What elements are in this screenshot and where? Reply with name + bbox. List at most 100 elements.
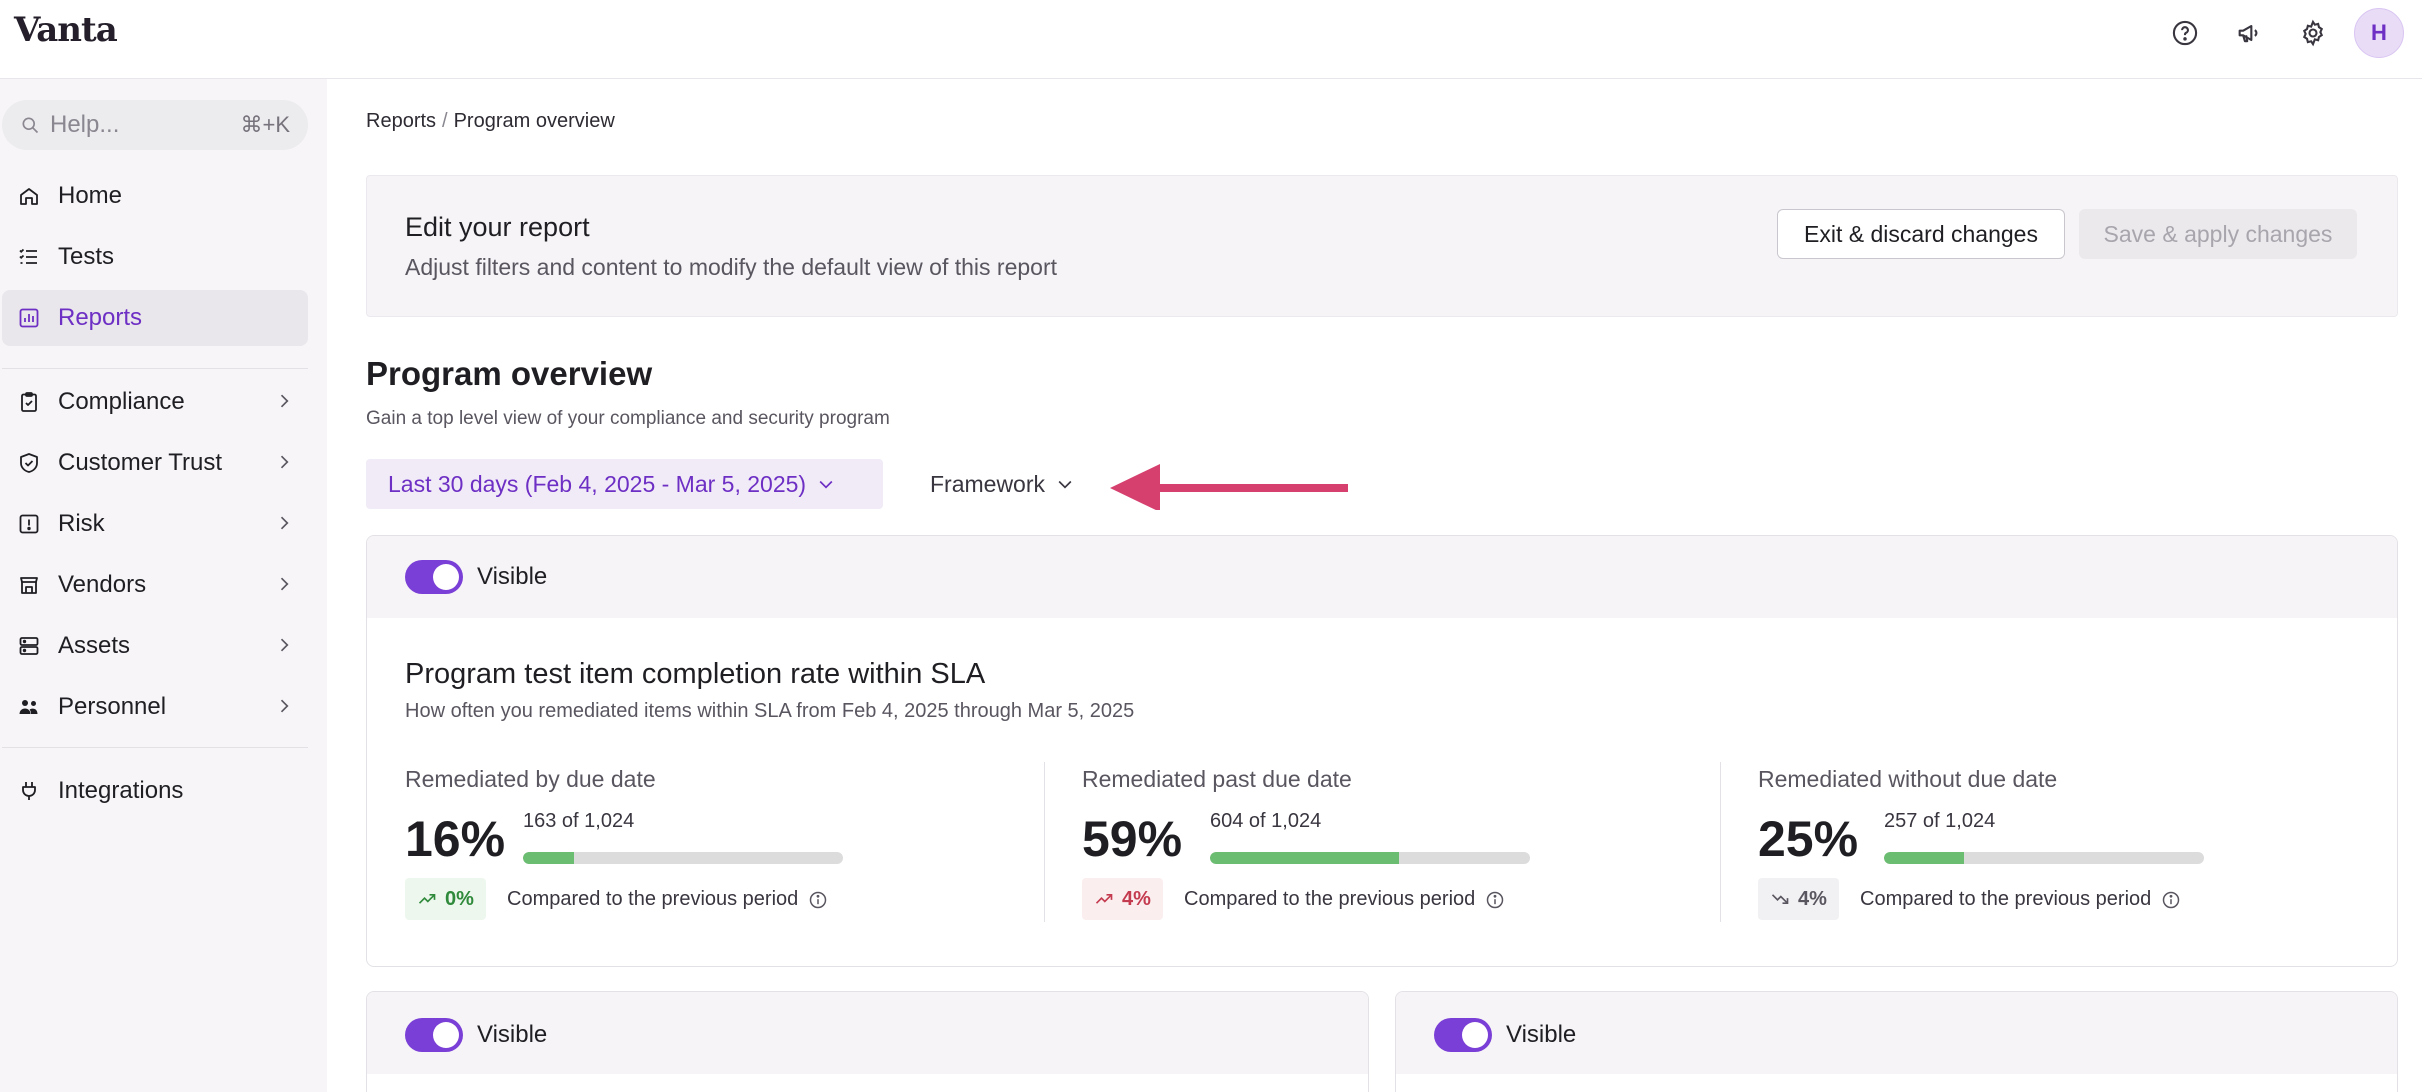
visibility-toggle[interactable]: [405, 560, 463, 594]
help-circle-icon[interactable]: [2162, 10, 2208, 56]
stat-remediated-without-due-date: Remediated without due date 25% 257 of 1…: [1758, 766, 2397, 942]
trending-down-icon: [1771, 894, 1789, 904]
sidebar-item-customer-trust[interactable]: Customer Trust: [2, 435, 308, 491]
top-bar: Vanta H: [0, 0, 2422, 79]
gear-icon[interactable]: [2290, 10, 2336, 56]
edit-banner-subtitle: Adjust filters and content to modify the…: [405, 254, 1058, 280]
framework-label: Framework: [930, 470, 1046, 497]
trend-value: 4%: [1122, 887, 1151, 910]
compare-note: Compared to the previous period: [1860, 888, 2181, 911]
sidebar-item-label: Integrations: [58, 777, 184, 804]
plug-icon: [14, 776, 44, 806]
chart-icon: [14, 303, 44, 333]
save-apply-button[interactable]: Save & apply changes: [2079, 209, 2357, 259]
breadcrumb-current: Program overview: [453, 110, 615, 132]
sidebar: Help... ⌘+K Home Tests Reports Complianc…: [0, 79, 327, 1092]
trend-badge: 0%: [405, 878, 486, 920]
sidebar-item-home[interactable]: Home: [2, 168, 308, 224]
server-icon: [14, 631, 44, 661]
breadcrumb-separator: /: [442, 110, 448, 132]
date-range-dropdown[interactable]: Last 30 days (Feb 4, 2025 - Mar 5, 2025): [366, 459, 883, 509]
compare-note: Compared to the previous period: [507, 888, 828, 911]
sidebar-item-label: Vendors: [58, 571, 147, 598]
sidebar-item-risk[interactable]: Risk: [2, 496, 308, 552]
visibility-label: Visible: [1506, 1021, 1577, 1048]
trend-value: 4%: [1798, 887, 1827, 910]
trend-value: 0%: [445, 887, 474, 910]
chevron-down-icon: [819, 480, 833, 489]
chevron-right-icon: [280, 577, 289, 591]
visibility-toggle[interactable]: [405, 1018, 463, 1052]
visibility-toggle[interactable]: [1434, 1018, 1492, 1052]
sidebar-item-label: Reports: [58, 304, 143, 331]
stat-percent: 59%: [1082, 811, 1183, 867]
trending-up-icon: [418, 894, 436, 904]
sidebar-item-compliance[interactable]: Compliance: [2, 374, 308, 430]
visibility-label: Visible: [477, 563, 548, 590]
sla-metric-card: Visible Program test item completion rat…: [366, 535, 2398, 967]
metric-title: Program test item completion rate within…: [405, 658, 986, 690]
chevron-right-icon: [280, 394, 289, 408]
stat-remediated-past-due-date: Remediated past due date 59% 604 of 1,02…: [1082, 766, 1742, 942]
progress-bar: [523, 852, 843, 864]
sidebar-item-label: Compliance: [58, 388, 185, 415]
info-icon[interactable]: [808, 890, 828, 910]
annotation-arrow: [1110, 464, 1348, 510]
stat-divider: [1720, 762, 1721, 922]
compare-label: Compared to the previous period: [507, 888, 799, 910]
sidebar-item-label: Customer Trust: [58, 449, 223, 476]
stat-percent: 16%: [405, 811, 506, 867]
store-icon: [14, 570, 44, 600]
stat-label: Remediated past due date: [1082, 766, 1352, 792]
sidebar-item-assets[interactable]: Assets: [2, 618, 308, 674]
sidebar-divider: [2, 747, 308, 748]
sidebar-item-reports[interactable]: Reports: [2, 290, 308, 346]
avatar[interactable]: H: [2354, 8, 2404, 58]
compare-note: Compared to the previous period: [1184, 888, 1505, 911]
framework-dropdown[interactable]: Framework: [930, 459, 1075, 509]
sidebar-item-label: Home: [58, 182, 123, 209]
sidebar-item-tests[interactable]: Tests: [2, 229, 308, 285]
breadcrumb-parent[interactable]: Reports: [366, 110, 437, 132]
progress-fill: [1884, 852, 1964, 864]
home-icon: [14, 181, 44, 211]
page-subtitle: Gain a top level view of your compliance…: [366, 408, 890, 429]
sidebar-item-label: Risk: [58, 510, 105, 537]
stat-count: 257 of 1,024: [1884, 810, 1996, 832]
sidebar-item-label: Personnel: [58, 693, 167, 720]
stat-count: 163 of 1,024: [523, 810, 635, 832]
vanta-logo[interactable]: Vanta: [14, 10, 118, 50]
sidebar-item-vendors[interactable]: Vendors: [2, 557, 308, 613]
top-bar-actions: H: [2162, 8, 2404, 58]
lower-left-card: Visible: [366, 991, 1369, 1092]
breadcrumb: Reports / Program overview: [366, 110, 615, 133]
stat-count: 604 of 1,024: [1210, 810, 1322, 832]
megaphone-icon[interactable]: [2226, 10, 2272, 56]
compare-label: Compared to the previous period: [1184, 888, 1476, 910]
search-input[interactable]: Help... ⌘+K: [2, 100, 308, 150]
progress-fill: [1210, 852, 1399, 864]
progress-fill: [523, 852, 575, 864]
progress-bar: [1884, 852, 2204, 864]
stat-divider: [1044, 762, 1045, 922]
search-shortcut: ⌘+K: [240, 112, 290, 137]
sidebar-item-label: Assets: [58, 632, 131, 659]
sidebar-item-personnel[interactable]: Personnel: [2, 679, 308, 735]
trending-up-icon: [1095, 894, 1113, 904]
info-icon[interactable]: [2161, 890, 2181, 910]
trend-badge: 4%: [1082, 878, 1163, 920]
shield-check-icon: [14, 448, 44, 478]
info-icon[interactable]: [1485, 890, 1505, 910]
card-header: Visible: [1396, 992, 2397, 1074]
chevron-right-icon: [280, 455, 289, 469]
exit-discard-button[interactable]: Exit & discard changes: [1777, 209, 2065, 259]
card-header: Visible: [367, 536, 2397, 618]
chevron-down-icon: [1058, 480, 1072, 489]
sidebar-item-integrations[interactable]: Integrations: [2, 763, 308, 819]
page-title: Program overview: [366, 355, 653, 392]
stat-label: Remediated without due date: [1758, 766, 2058, 792]
edit-report-banner: Edit your report Adjust filters and cont…: [366, 175, 2398, 317]
compare-label: Compared to the previous period: [1860, 888, 2152, 910]
stat-percent: 25%: [1758, 811, 1859, 867]
stat-label: Remediated by due date: [405, 766, 656, 792]
